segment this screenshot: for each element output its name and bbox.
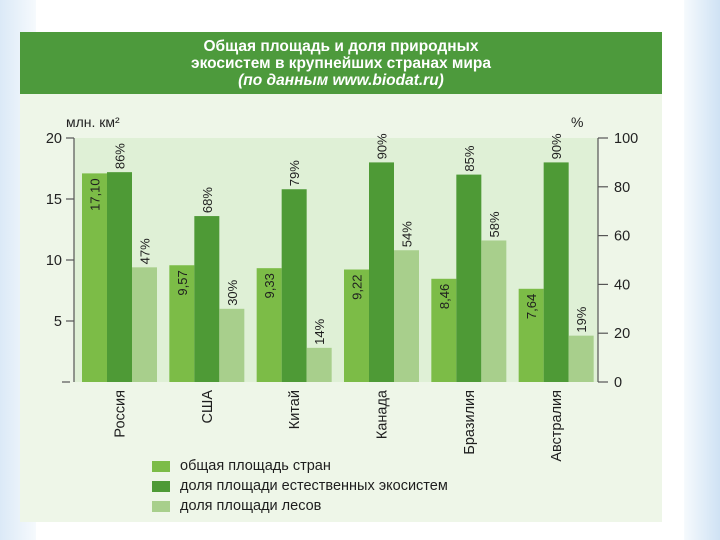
bar-forests [568,335,594,382]
bar-area [82,173,107,382]
left-axis-unit: млн. км² [66,114,120,130]
data-label-ecosystems: 79% [287,160,302,186]
right-tick-label: 80 [614,180,630,196]
bar-area [256,268,282,382]
bar-ecosystems [194,216,220,382]
legend-item-area: общая площадь стран [152,456,448,476]
plot-area [74,138,598,382]
chart-source: (по данным www.biodat.ru) [238,72,444,89]
data-label-ecosystems: 85% [462,145,477,171]
right-axis-unit: % [571,114,584,130]
right-tick-label: 20 [614,326,630,342]
bar-ecosystems [107,172,132,382]
data-label-forests: 14% [312,318,327,344]
category-label: Австралия [549,390,565,462]
right-tick-label: 100 [614,131,638,147]
legend: общая площадь стран доля площади естеств… [152,456,448,516]
data-label-ecosystems: 86% [113,143,128,169]
background-right [684,0,720,540]
legend-swatch-forests [152,500,170,512]
data-label-ecosystems: 90% [375,133,390,159]
bar-chart: 5 10 15 20 0 20 40 60 80 100 17,10 86% 47% Россия 9,57… [46,131,638,462]
right-tick-label: 0 [614,375,622,391]
data-label-forests: 19% [574,306,589,332]
data-label-area: 9,57 [175,270,190,295]
category-label: Канада [375,389,391,439]
bar-area [169,265,195,382]
bar-forests [394,250,419,382]
bar-forests [219,308,245,382]
bar-ecosystems [369,162,394,382]
bar-ecosystems [456,174,482,382]
data-label-area: 9,33 [262,273,277,298]
chart-title-line1: Общая площадь и доля природных [203,38,479,55]
bar-area [431,278,457,382]
chart-title-line2: экосистем в крупнейших странах мира [191,55,491,72]
left-tick-label: 5 [54,314,62,330]
category-label: Китай [287,390,303,429]
bar-forests [132,267,157,382]
legend-label-forests: доля площади лесов [180,498,322,514]
category-label: Россия [113,390,129,438]
data-label-area: 8,46 [437,284,452,309]
data-label-forests: 47% [138,238,153,264]
bar-forests [306,347,332,382]
data-label-area: 7,64 [524,294,539,319]
legend-label-ecosystems: доля площади естественных экосистем [180,478,448,494]
bar-forests [481,240,507,382]
data-label-ecosystems: 68% [200,187,215,213]
right-tick-label: 40 [614,277,630,293]
legend-item-forests: доля площади лесов [152,496,448,516]
left-tick-label: 10 [46,253,62,269]
data-label-area: 17,10 [88,178,103,211]
bar-ecosystems [281,189,307,382]
right-tick-label: 60 [614,229,630,245]
legend-swatch-area [152,460,170,472]
bar-area [518,288,544,382]
data-label-ecosystems: 90% [549,133,564,159]
legend-label-area: общая площадь стран [180,458,331,474]
data-label-forests: 30% [225,279,240,305]
category-label: США [200,390,216,424]
chart-header: Общая площадь и доля природных экосистем… [20,32,662,94]
data-label-forests: 58% [487,211,502,237]
data-label-forests: 54% [400,221,415,247]
bar-ecosystems [543,162,569,382]
category-label: Бразилия [462,390,478,455]
legend-swatch-ecosystems [152,480,170,492]
bar-area [344,269,369,382]
left-tick-label: 15 [46,192,62,208]
data-label-area: 9,22 [350,275,365,300]
legend-item-ecosystems: доля площади естественных экосистем [152,476,448,496]
chart-card: Общая площадь и доля природных экосистем… [20,32,662,522]
left-tick-label: 20 [46,131,62,147]
